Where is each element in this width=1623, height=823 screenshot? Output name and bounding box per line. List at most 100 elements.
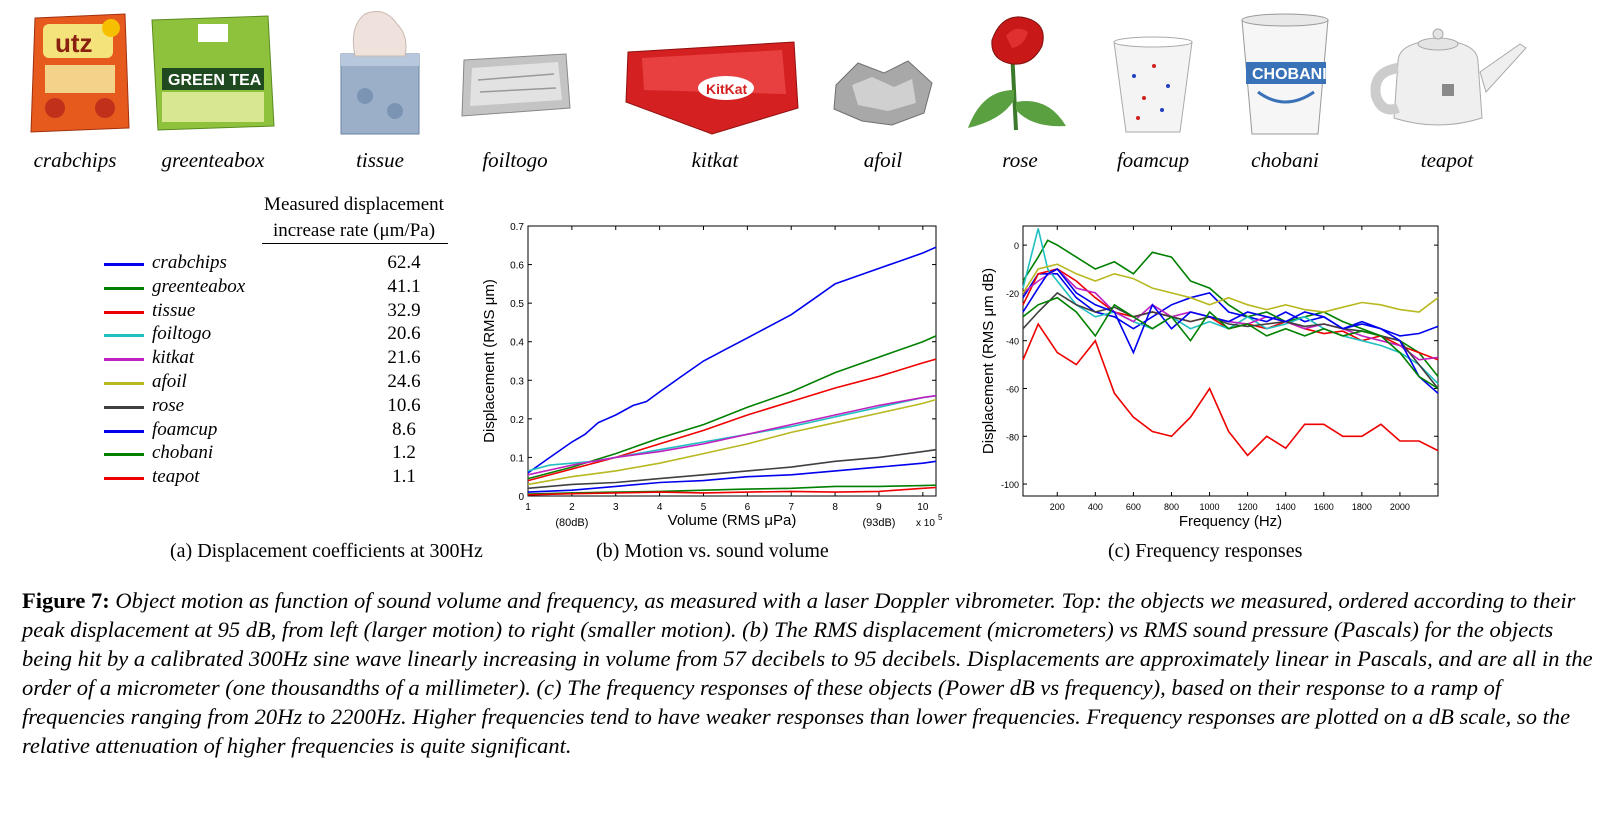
- legend-name: chobani: [152, 442, 214, 464]
- legend-line: [104, 263, 144, 266]
- afoil-image: [833, 60, 933, 126]
- y-tick-label: 0: [518, 492, 524, 503]
- legend-line: [104, 358, 144, 362]
- legend-row: foiltogo 20.6: [104, 323, 421, 347]
- object-label: teapot: [1420, 148, 1474, 172]
- series-line: [527, 460, 937, 493]
- series-line: [527, 335, 937, 480]
- legend-name: foamcup: [152, 418, 218, 440]
- legend-row: chobani 1.2: [104, 442, 416, 466]
- object-label: chobani: [1251, 148, 1319, 172]
- legend-row: teapot 1.1: [104, 466, 416, 490]
- svg-text:KitKat: KitKat: [706, 81, 748, 97]
- legend-value: 21.6: [387, 347, 421, 369]
- legend-name: greenteabox: [152, 275, 246, 297]
- legend-value: 32.9: [387, 299, 421, 321]
- object-label: foamcup: [1116, 148, 1190, 172]
- x-tick-label: 9: [876, 502, 882, 513]
- y-tick-label: -40: [1006, 337, 1019, 347]
- series-line: [1022, 228, 1439, 385]
- figure-caption: Figure 7: Object motion as function of s…: [22, 586, 1602, 760]
- subcaption-a: (a) Displacement coefficients at 300Hz: [170, 540, 483, 562]
- figure-caption-text: Object motion as function of sound volum…: [22, 588, 1593, 758]
- x-multiplier: x 10: [916, 518, 935, 529]
- x-tick-label: 2: [569, 502, 575, 513]
- x-multiplier-exponent: 5: [938, 513, 943, 522]
- object-label: foiltogo: [482, 148, 548, 172]
- y-tick-label: 0.7: [510, 222, 524, 233]
- legend-line: [104, 286, 144, 290]
- legend-line: [104, 310, 144, 314]
- object-label: greenteabox: [161, 148, 265, 172]
- series-line: [1022, 322, 1439, 457]
- legend-row: greenteabox 41.1: [104, 275, 421, 300]
- x-axis-label: Frequency (Hz): [1179, 513, 1282, 530]
- svg-text:utz: utz: [55, 28, 93, 58]
- y-tick-label: 0.1: [510, 453, 524, 464]
- legend-value: 62.4: [387, 252, 421, 273]
- legend-row: tissue 32.9: [104, 300, 421, 324]
- legend-name: foiltogo: [152, 323, 212, 345]
- x-annotation: (93dB): [862, 517, 895, 529]
- figure-label: Figure 7:: [22, 588, 110, 613]
- series-line: [1022, 267, 1439, 394]
- legend-row: kitkat 21.6: [104, 347, 421, 371]
- legend-line: [104, 429, 144, 433]
- x-tick-label: 8: [832, 502, 838, 513]
- legend-row: afoil 24.6: [104, 371, 421, 395]
- series-line: [527, 398, 937, 486]
- crabchips-bag-image: utz: [30, 13, 130, 133]
- y-tick-label: 0.5: [510, 299, 524, 310]
- y-tick-label: -60: [1006, 384, 1019, 394]
- table-header-rule: [262, 243, 448, 244]
- series-line: [527, 358, 937, 482]
- plot-frame: [1022, 225, 1439, 497]
- svg-text:CHOBANI: CHOBANI: [1252, 66, 1327, 83]
- y-axis-label: Displacement (RMS μm): [481, 279, 498, 443]
- series-line: [527, 394, 937, 476]
- chart-motion-vs-volume: 1 2 3 4 5 6 7 8 9 10 0 0.1 0.2 0.3 0.4 0.5 0.6 0.7 Volume …: [481, 222, 943, 529]
- table-header-line2: increase rate (μm/Pa): [272, 220, 436, 241]
- legend-line: [104, 382, 144, 385]
- legend-name: teapot: [152, 466, 200, 488]
- object-label: rose: [1002, 148, 1038, 172]
- x-tick-label: 1200: [1238, 502, 1258, 512]
- x-tick-label: 200: [1050, 502, 1065, 512]
- rose-image: [968, 16, 1066, 131]
- series-line: [527, 486, 937, 496]
- x-annotation: (80dB): [555, 517, 588, 529]
- object-label: afoil: [863, 148, 903, 172]
- object-label: crabchips: [33, 148, 117, 172]
- tissue-box-image: [340, 11, 420, 135]
- series-line: [527, 394, 937, 472]
- x-tick-label: 600: [1126, 502, 1141, 512]
- y-tick-label: 0: [1014, 241, 1019, 251]
- legend-value: 10.6: [387, 394, 421, 416]
- legend-value: 24.6: [387, 371, 421, 392]
- chobani-cup-image: CHOBANI: [1241, 13, 1329, 135]
- series-line: [1022, 239, 1439, 377]
- legend-value: 1.1: [392, 466, 416, 488]
- series-line: [1022, 263, 1439, 313]
- plot-frame: [527, 225, 937, 497]
- greenteabox-image: GREEN TEA: [151, 15, 275, 131]
- series-line: [527, 448, 937, 490]
- svg-text:GREEN TEA: GREEN TEA: [168, 72, 262, 89]
- legend-name: afoil: [152, 371, 187, 392]
- y-tick-label: -100: [1001, 480, 1019, 490]
- series-line: [527, 246, 937, 474]
- legend-name: rose: [152, 394, 185, 416]
- foamcup-image: [1113, 36, 1193, 133]
- legend-row: rose 10.6: [104, 394, 421, 419]
- x-tick-label: 1000: [1200, 502, 1220, 512]
- x-axis-label: Volume (RMS μPa): [668, 512, 797, 529]
- x-tick-label: 3: [613, 502, 619, 513]
- y-tick-label: 0.6: [510, 261, 524, 272]
- x-tick-label: 10: [917, 502, 929, 513]
- legend-row: crabchips 62.4: [104, 252, 421, 276]
- legend-name: kitkat: [152, 347, 195, 369]
- series-line: [1022, 296, 1439, 390]
- legend-line: [104, 334, 144, 338]
- legend-line: [104, 477, 144, 481]
- legend-row: foamcup 8.6: [104, 418, 416, 443]
